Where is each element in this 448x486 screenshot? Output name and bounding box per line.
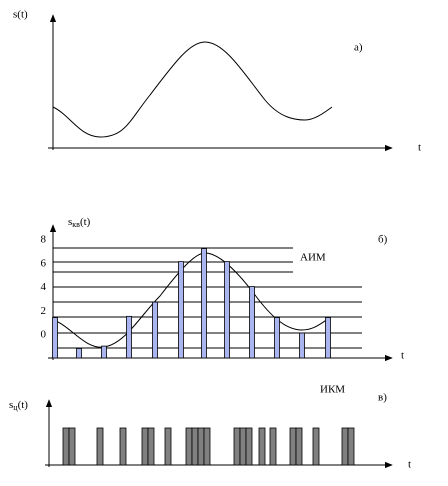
sample-bar — [178, 261, 184, 359]
panel-tag: а) — [354, 42, 363, 54]
code-pulse — [233, 427, 241, 466]
panel-b: sкв(t) б) АИМ t 0 2 4 6 8 — [41, 216, 405, 362]
sample-bar — [299, 332, 305, 359]
code-pulse — [96, 427, 104, 466]
y-tick-label: 4 — [41, 281, 47, 293]
x-label: t — [408, 459, 411, 471]
sample-bar — [76, 348, 82, 359]
x-label: t — [401, 350, 404, 362]
y-tick-label: 2 — [41, 305, 47, 317]
code-pulse — [68, 427, 76, 466]
code-pulse — [239, 427, 247, 466]
code-pulse — [245, 427, 253, 466]
sample-bar — [126, 315, 132, 359]
sample-bar — [201, 248, 207, 359]
code-pulse — [203, 427, 211, 466]
code-pulse — [269, 427, 277, 466]
y-label: sц(t) — [9, 399, 28, 412]
y-label: s(t) — [13, 9, 28, 21]
panel-c: sц(t) ИКМ в) t — [9, 384, 411, 471]
code-pulse — [191, 427, 199, 466]
sample-bar — [249, 286, 255, 359]
y-tick-label: 6 — [41, 257, 47, 269]
code-pulse — [347, 427, 355, 466]
code-pulse — [341, 427, 349, 466]
quant-levels — [53, 247, 362, 349]
code-pulse — [164, 427, 172, 466]
panel-tag: в) — [378, 392, 387, 404]
panel-a: s(t) а) t — [13, 9, 421, 154]
code-pulse — [141, 427, 149, 466]
code-pulse — [147, 427, 155, 466]
code-pulse — [197, 427, 205, 466]
sample-bar — [152, 301, 158, 359]
method-label: АИМ — [300, 252, 326, 264]
code-pulse — [289, 427, 297, 466]
x-label: t — [418, 142, 421, 154]
method-label: ИКМ — [320, 384, 345, 396]
sample-bar — [101, 345, 107, 359]
code-pulse — [312, 427, 320, 466]
code-pulse — [258, 427, 266, 466]
y-label: sкв(t) — [68, 216, 91, 229]
code-pulse — [62, 427, 70, 466]
sample-bar — [274, 317, 280, 359]
panel-tag: б) — [378, 234, 388, 246]
signal-curve — [52, 41, 333, 138]
code-pulse — [185, 427, 193, 466]
sample-bar — [224, 261, 230, 359]
y-tick-label: 8 — [41, 233, 47, 245]
sample-bar — [325, 317, 331, 359]
code-pulse — [295, 427, 303, 466]
code-pulse — [119, 427, 127, 466]
sample-bar — [52, 317, 58, 359]
y-tick-label: 0 — [41, 329, 47, 341]
